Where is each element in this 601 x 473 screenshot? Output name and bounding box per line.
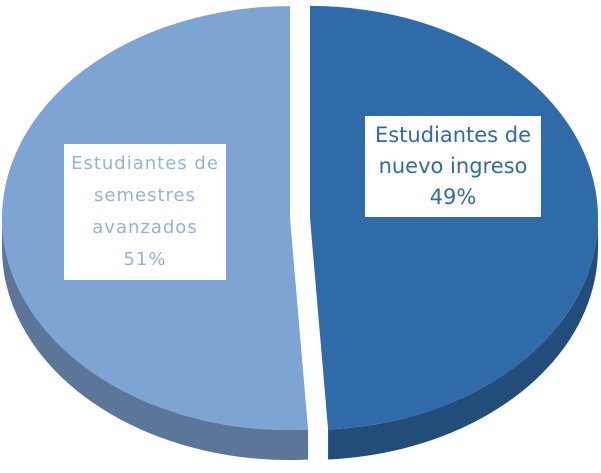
- value-label: 51%: [123, 249, 167, 270]
- slice-label: Estudiantes de semestres avanzados 51%: [64, 144, 226, 280]
- slice-side: [2, 218, 309, 461]
- slice-side: [328, 217, 598, 460]
- slice: [309, 5, 598, 430]
- category-label: Estudiantes de semestres avanzados: [71, 153, 219, 238]
- slice-label: Estudiantes de nuevo ingreso 49%: [365, 116, 541, 217]
- value-label: 49%: [429, 185, 477, 209]
- category-label: Estudiantes de nuevo ingreso: [374, 123, 532, 178]
